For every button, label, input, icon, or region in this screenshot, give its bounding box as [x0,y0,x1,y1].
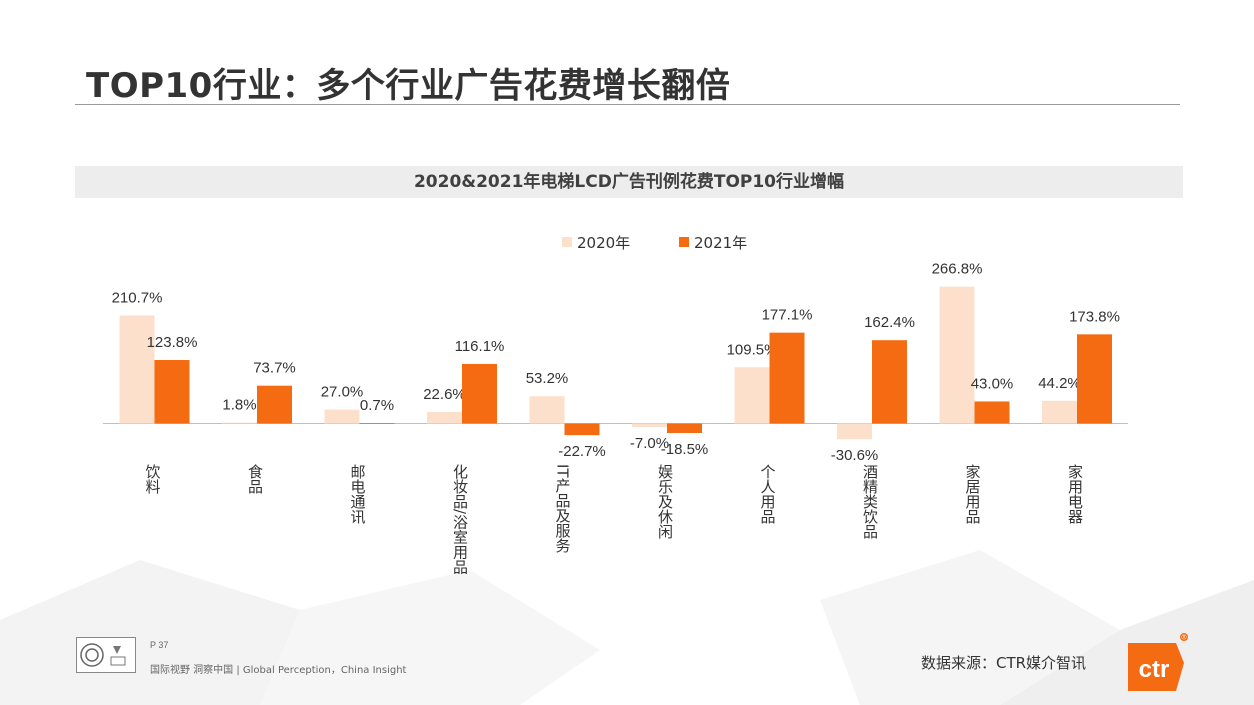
bar-0-6 [734,367,770,424]
data-label-1-6: 177.1% [762,307,813,324]
category-label-2: 邮电通讯 [349,464,367,525]
category-label-7: 酒精类饮品 [861,464,879,539]
data-label-0-3: 22.6% [423,386,466,403]
bar-0-4 [529,396,565,424]
bar-0-8 [939,286,975,424]
certification-seal [76,637,136,673]
bar-1-0 [154,359,190,424]
bar-1-4 [564,423,600,436]
data-label-1-1: 73.7% [253,360,296,377]
bar-1-7 [872,340,907,424]
data-label-0-8: 266.8% [932,261,983,278]
bar-0-7 [837,423,872,440]
bar-1-1 [257,385,292,424]
legend-swatch-1 [679,237,689,247]
chart-title-banner [75,166,1183,198]
category-label-4: IT产品及服务 [554,464,572,554]
bar-0-1 [222,422,257,424]
bar-0-0 [119,315,155,424]
data-label-0-4: 53.2% [526,370,569,387]
logo-text: ctr [1139,656,1170,683]
data-label-1-5: -18.5% [661,441,709,458]
data-label-0-0: 210.7% [112,289,163,306]
page-number: P 37 [150,640,169,650]
bar-0-5 [632,423,667,428]
bar-1-8 [974,401,1010,424]
title-divider [75,104,1180,105]
page-title: TOP10行业：多个行业广告花费增长翻倍 [86,66,731,106]
data-label-0-1: 1.8% [222,397,256,414]
bar-1-3 [462,363,497,424]
background-polygons [0,550,1254,705]
category-label-6: 个人用品 [759,464,777,524]
logo-mark: ® [1181,634,1187,642]
category-label-1: 食品 [246,464,264,494]
data-source: 数据来源：CTR媒介智讯 [921,654,1087,672]
data-label-1-7: 162.4% [864,314,915,331]
bar-1-9 [1077,334,1112,424]
bar-0-3 [427,411,462,424]
ctr-logo: ctr ® [1128,633,1188,691]
data-label-0-7: -30.6% [831,447,879,464]
data-label-0-2: 27.0% [321,384,364,401]
data-label-0-9: 44.2% [1038,375,1081,392]
category-label-9: 家用电器 [1066,464,1084,524]
data-label-1-2: 0.7% [360,397,394,414]
data-label-1-9: 173.8% [1069,308,1120,325]
data-label-0-6: 109.5% [727,341,778,358]
bar-0-9 [1042,400,1077,424]
legend-label-1: 2021年 [694,234,747,252]
data-label-0-5: -7.0% [630,435,669,452]
data-label-1-0: 123.8% [147,334,198,351]
bar-1-5 [667,423,702,433]
legend-swatch-0 [562,237,572,247]
bar-1-2 [359,423,395,424]
chart-title: 2020&2021年电梯LCD广告刊例花费TOP10行业增幅 [413,172,845,192]
category-label-8: 家居用品 [964,464,982,524]
data-label-1-8: 43.0% [971,375,1014,392]
category-label-0: 饮料 [144,464,162,494]
footer-tagline: 国际视野 洞察中国 | Global Perception，China Insi… [150,665,407,676]
category-label-3: 化妆品/浴室用品 [451,464,469,574]
bar-1-6 [769,332,805,424]
data-label-1-3: 116.1% [455,338,505,355]
bar-0-2 [324,409,360,424]
category-label-5: 娱乐及休闲 [656,464,674,540]
data-label-1-4: -22.7% [558,443,606,460]
legend-label-0: 2020年 [577,234,630,252]
